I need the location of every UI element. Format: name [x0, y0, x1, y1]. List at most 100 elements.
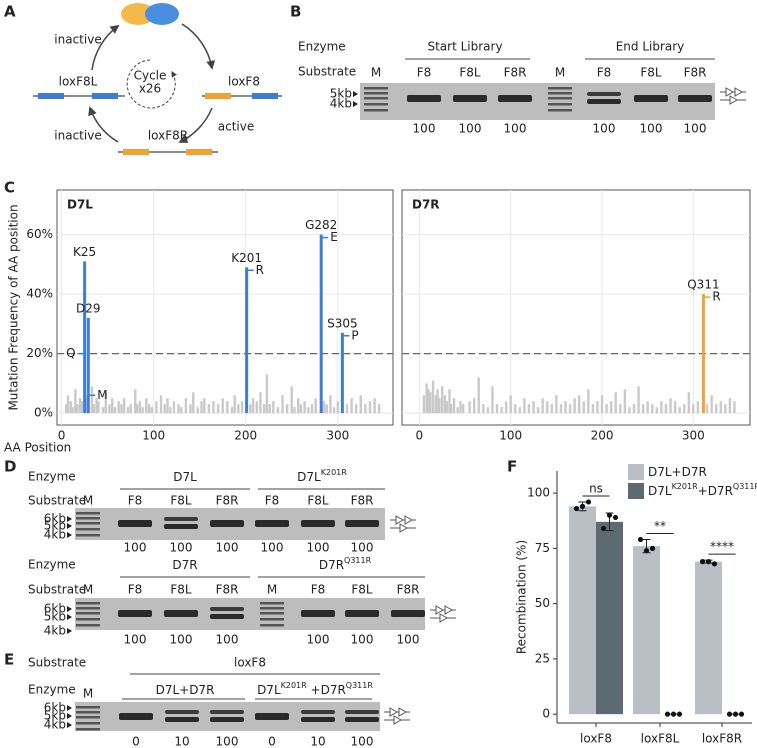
gel-band — [301, 610, 335, 617]
bar — [285, 404, 289, 414]
bar — [641, 404, 645, 414]
lane-label: F8 — [128, 494, 143, 508]
y-tick-label: 50 — [535, 596, 550, 610]
panel-label: E — [4, 651, 14, 669]
bar — [368, 401, 372, 414]
bar — [646, 401, 649, 414]
text-part: D7L — [297, 470, 321, 484]
lane-label: F8 — [265, 494, 280, 508]
ladder-band — [76, 716, 100, 719]
ladder-band — [364, 97, 388, 100]
lane-value: 100 — [459, 122, 482, 136]
x-axis-label: AA Position — [4, 441, 71, 455]
bar — [445, 401, 448, 414]
bar — [299, 404, 303, 414]
legend-swatch — [628, 464, 644, 480]
cycle-diagram — [33, 3, 282, 155]
bar — [491, 386, 494, 414]
bar — [135, 404, 139, 414]
lane-label: M — [83, 494, 93, 508]
bar — [495, 404, 499, 414]
marker-label: 4kb — [44, 528, 66, 542]
x-tick-label: 200 — [234, 429, 257, 443]
bar — [203, 398, 206, 414]
bar — [532, 401, 535, 414]
plot-frame — [56, 189, 394, 426]
enzyme-label: D7RQ311R — [319, 556, 372, 572]
bar — [573, 398, 576, 414]
text-part: +D7R — [698, 484, 733, 498]
bar — [350, 398, 353, 414]
band-icon — [725, 87, 735, 97]
lane-value: 100 — [593, 122, 616, 136]
lane-value: 0 — [268, 735, 276, 748]
x-tick-label: 300 — [326, 429, 349, 443]
bar — [605, 404, 608, 414]
bar — [710, 395, 713, 414]
lane-value: 100 — [216, 633, 239, 647]
group-label: End Library — [616, 40, 685, 54]
band-icon — [398, 707, 408, 717]
bar — [92, 404, 96, 414]
bar — [90, 386, 94, 414]
superscript: K201R — [672, 482, 699, 491]
band-icon — [439, 613, 449, 623]
data-point — [600, 525, 607, 532]
bar — [113, 407, 117, 414]
row-label: Enzyme — [298, 40, 346, 54]
bar — [123, 398, 126, 414]
gel-band — [164, 517, 198, 521]
ladder-band — [260, 607, 284, 610]
bar — [120, 404, 123, 414]
data-point — [612, 514, 619, 521]
bar — [546, 401, 549, 414]
marker-arrow — [67, 722, 72, 728]
ladder-band — [76, 618, 100, 621]
ladder-band — [260, 612, 284, 615]
ladder-band — [76, 728, 100, 731]
panel-label: D — [4, 458, 16, 476]
bar — [609, 401, 613, 414]
x-tick-label: 300 — [682, 429, 705, 443]
bar — [78, 398, 82, 414]
bar — [85, 395, 88, 414]
gel-band — [210, 607, 244, 611]
band-icon — [399, 523, 409, 533]
lane-value: 100 — [684, 122, 707, 136]
highlight-bar — [83, 261, 87, 414]
bar — [281, 395, 284, 414]
ladder-band — [76, 612, 100, 615]
marker-arrow — [67, 614, 72, 620]
highlight-bar — [245, 267, 249, 414]
bar — [715, 404, 718, 414]
row-label: Substrate — [28, 494, 86, 508]
bar — [166, 398, 169, 414]
bar — [150, 407, 154, 414]
bar — [655, 407, 659, 414]
marker-label: 4kb — [44, 624, 66, 638]
lane-label: F8R — [216, 494, 239, 508]
bar — [578, 395, 581, 414]
superscript: K201R — [281, 681, 308, 690]
bar — [249, 404, 252, 414]
bar — [509, 395, 512, 414]
ladder-band — [260, 602, 284, 605]
bar — [673, 401, 677, 414]
substitution-label: R — [256, 263, 264, 277]
marker-arrow — [67, 628, 72, 634]
gel-band — [301, 520, 335, 527]
text-part: D7R — [319, 558, 344, 572]
data-point — [585, 499, 592, 505]
bar — [71, 407, 74, 414]
bar — [692, 404, 695, 414]
gel-band — [119, 713, 153, 720]
ladder-band — [364, 87, 388, 90]
lane-value: 100 — [170, 541, 193, 555]
ladder-band — [76, 607, 100, 610]
lane-label: F8R — [351, 494, 374, 508]
bar — [441, 386, 444, 414]
data-point — [637, 536, 644, 543]
data-point — [649, 545, 656, 551]
bar — [568, 404, 572, 414]
lane-value: 100 — [504, 122, 527, 136]
